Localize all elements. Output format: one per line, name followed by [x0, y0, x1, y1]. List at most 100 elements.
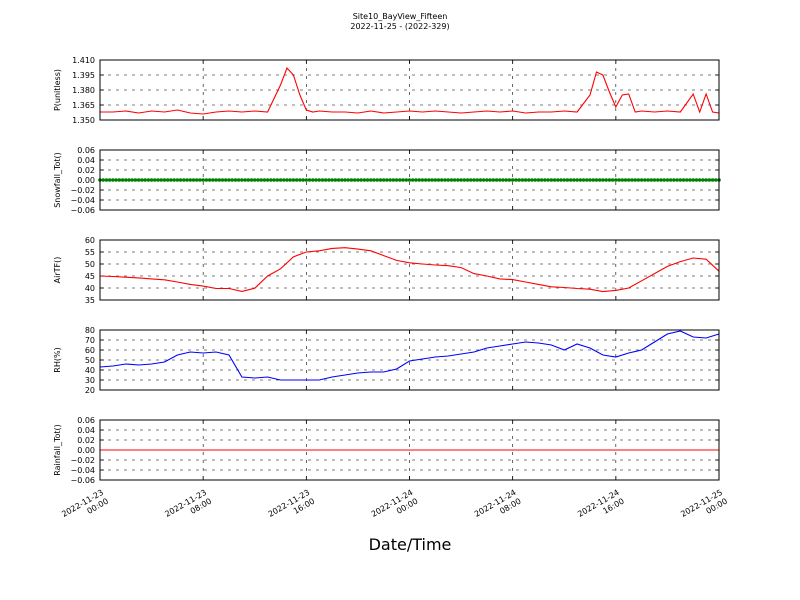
y-tick-label: 0.00: [77, 176, 95, 185]
data-point: [323, 178, 328, 182]
data-point: [365, 178, 370, 182]
data-point: [217, 178, 222, 182]
data-point: [701, 178, 705, 182]
data-point: [452, 178, 457, 182]
data-point: [649, 178, 654, 182]
y-tick-label: 40: [85, 284, 95, 293]
data-point: [501, 178, 505, 182]
y-tick-label: 1.350: [72, 116, 95, 125]
data-point: [423, 178, 428, 182]
data-point: [552, 178, 557, 182]
y-tick-label: 50: [85, 356, 95, 365]
data-point: [291, 178, 296, 182]
data-point: [607, 178, 612, 182]
data-point: [504, 178, 509, 182]
y-tick-label: 0.04: [77, 426, 95, 435]
data-point: [153, 178, 157, 182]
data-point: [407, 178, 412, 182]
data-point: [533, 178, 538, 182]
data-point: [449, 178, 454, 182]
data-point: [626, 178, 631, 182]
data-point: [165, 178, 170, 182]
series-line: [100, 66, 720, 115]
plot-frame: [99, 329, 720, 391]
data-point: [588, 178, 592, 182]
data-point: [610, 178, 615, 182]
data-point: [149, 178, 154, 182]
data-point: [443, 178, 447, 182]
data-point: [472, 178, 476, 182]
y-tick-label: 45: [85, 272, 95, 281]
data-point: [304, 178, 309, 182]
data-point: [672, 178, 676, 182]
data-point: [294, 178, 299, 182]
data-point: [436, 178, 441, 182]
data-point: [556, 178, 560, 182]
plot-frame: [99, 59, 720, 121]
y-axis-label: RH(%): [53, 347, 62, 372]
data-point: [417, 178, 421, 182]
data-point: [146, 178, 151, 182]
data-point: [691, 178, 696, 182]
data-point: [697, 178, 702, 182]
data-point: [433, 178, 438, 182]
y-tick-label: 1.395: [72, 71, 95, 80]
data-point: [494, 178, 499, 182]
data-point: [240, 178, 244, 182]
data-point: [372, 178, 376, 182]
y-tick-label: −0.02: [70, 186, 95, 195]
data-point: [123, 178, 128, 182]
data-point: [427, 178, 431, 182]
data-point: [275, 178, 280, 182]
data-point: [459, 178, 463, 182]
data-point: [298, 178, 302, 182]
y-tick-label: 20: [85, 386, 95, 395]
data-point: [420, 178, 425, 182]
data-point: [594, 178, 599, 182]
data-point: [204, 178, 209, 182]
data-point: [333, 178, 338, 182]
data-point: [336, 178, 341, 182]
data-point: [456, 178, 460, 182]
data-point: [485, 178, 489, 182]
data-point: [378, 178, 383, 182]
data-point: [262, 178, 267, 182]
data-point: [352, 178, 357, 182]
data-point: [169, 178, 173, 182]
y-tick-label: 0.06: [77, 416, 95, 425]
data-point: [140, 178, 144, 182]
data-point: [317, 178, 322, 182]
y-tick-label: 1.365: [72, 101, 95, 110]
data-point: [265, 178, 270, 182]
data-point: [159, 178, 164, 182]
data-point: [523, 178, 528, 182]
data-point: [256, 178, 260, 182]
data-point: [575, 178, 579, 182]
y-tick-label: 50: [85, 260, 95, 269]
data-point: [162, 178, 167, 182]
data-point: [178, 178, 183, 182]
y-axis-label: Rainfall_Tot(): [53, 424, 62, 476]
y-tick-label: −0.06: [70, 476, 95, 485]
data-point: [520, 178, 525, 182]
data-point: [565, 178, 570, 182]
data-point: [375, 178, 380, 182]
data-point: [130, 178, 135, 182]
data-point: [114, 178, 118, 182]
data-point: [678, 178, 683, 182]
data-point: [543, 178, 547, 182]
data-point: [182, 178, 186, 182]
data-point: [211, 178, 215, 182]
data-point: [288, 178, 293, 182]
data-point: [591, 178, 596, 182]
data-point: [659, 178, 663, 182]
data-point: [684, 178, 689, 182]
data-point: [694, 178, 699, 182]
data-point: [410, 178, 415, 182]
data-point: [597, 178, 602, 182]
data-point: [214, 178, 218, 182]
data-point: [530, 178, 534, 182]
y-tick-label: −0.02: [70, 456, 95, 465]
data-point: [668, 178, 673, 182]
panel-0: 1.350 1.365 1.380 1.395 1.410 P(unitless): [53, 56, 720, 125]
